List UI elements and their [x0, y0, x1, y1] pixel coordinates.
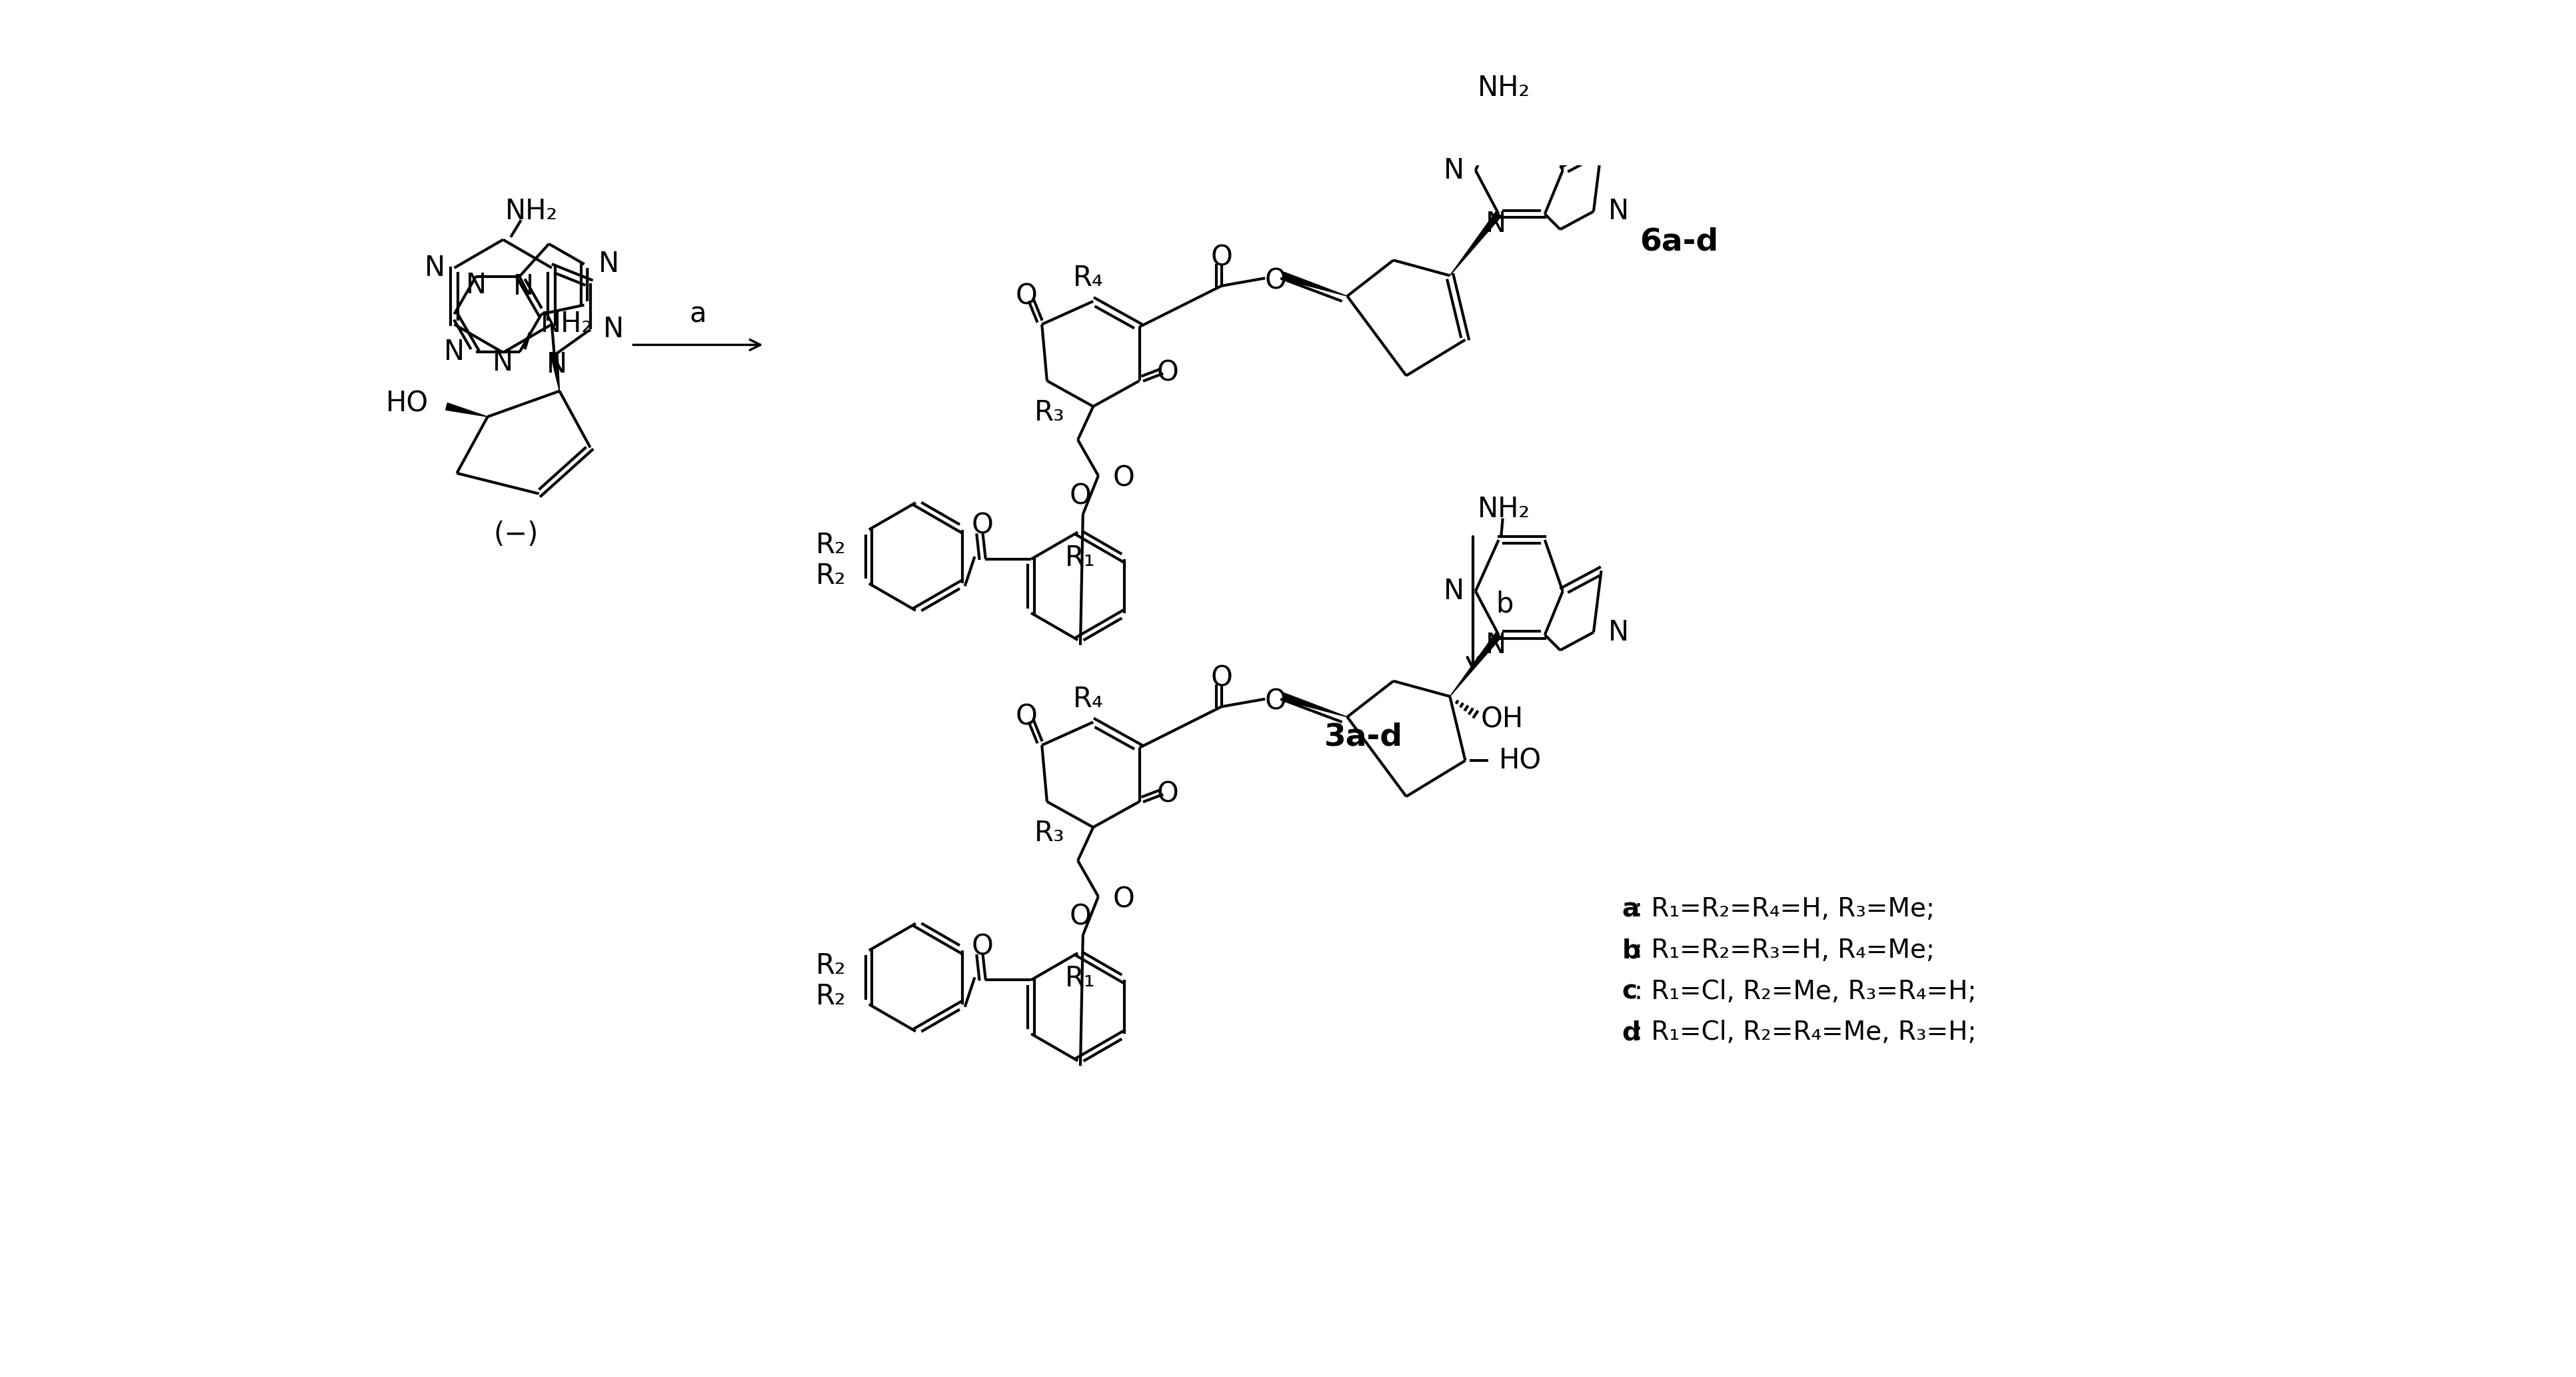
Text: N: N	[425, 253, 446, 282]
Polygon shape	[551, 355, 559, 391]
Polygon shape	[1450, 632, 1502, 697]
Text: N: N	[1607, 618, 1628, 646]
Text: O: O	[1069, 482, 1092, 511]
Text: R₁: R₁	[1064, 544, 1095, 571]
Text: NH₂: NH₂	[1476, 496, 1530, 523]
Text: : R₁=R₂=R₄=H, R₃=Me;: : R₁=R₂=R₄=H, R₃=Me;	[1633, 896, 1935, 923]
Polygon shape	[1283, 693, 1347, 717]
Text: N: N	[598, 251, 618, 278]
Text: NH₂: NH₂	[1476, 74, 1530, 102]
Text: O: O	[1157, 779, 1177, 808]
Text: O: O	[1113, 464, 1133, 493]
Text: OH: OH	[1481, 705, 1522, 734]
Text: O: O	[1211, 244, 1231, 271]
Text: b: b	[1620, 938, 1641, 963]
Text: N: N	[1443, 577, 1463, 606]
Text: O: O	[1157, 359, 1177, 387]
Text: (−): (−)	[492, 521, 538, 549]
Text: R₁: R₁	[1064, 965, 1095, 993]
Text: c: c	[1620, 979, 1636, 1004]
Text: O: O	[1015, 282, 1038, 310]
Text: : R₁=Cl, R₂=Me, R₃=R₄=H;: : R₁=Cl, R₂=Me, R₃=R₄=H;	[1633, 979, 1976, 1004]
Text: O: O	[1015, 702, 1038, 731]
Polygon shape	[1283, 273, 1347, 296]
Text: R₂: R₂	[814, 562, 845, 589]
Text: a: a	[690, 300, 706, 328]
Text: N: N	[1607, 197, 1628, 226]
Text: R₃: R₃	[1036, 398, 1064, 427]
Text: N: N	[1443, 157, 1463, 185]
Text: : R₁=Cl, R₂=R₄=Me, R₃=H;: : R₁=Cl, R₂=R₄=Me, R₃=H;	[1633, 1020, 1976, 1045]
Text: O: O	[971, 512, 994, 540]
Text: N: N	[513, 273, 533, 300]
Text: N: N	[443, 337, 464, 366]
Text: N: N	[1486, 211, 1507, 238]
Text: O: O	[1069, 903, 1092, 931]
Text: R₃: R₃	[1036, 819, 1064, 847]
Text: N: N	[466, 271, 487, 300]
Text: 6a-d: 6a-d	[1638, 227, 1718, 257]
Text: NH₂: NH₂	[541, 310, 592, 337]
Text: NH₂: NH₂	[505, 197, 556, 226]
Text: N: N	[603, 315, 623, 343]
Text: b: b	[1497, 589, 1512, 618]
Text: O: O	[971, 932, 994, 961]
Text: O: O	[1113, 885, 1133, 913]
Text: d: d	[1620, 1020, 1641, 1045]
Text: R₂: R₂	[814, 952, 845, 980]
Text: R₄: R₄	[1072, 264, 1103, 292]
Polygon shape	[1450, 212, 1502, 275]
Text: O: O	[1211, 665, 1231, 693]
Text: N: N	[492, 348, 513, 377]
Text: a: a	[1620, 896, 1638, 923]
Text: HO: HO	[386, 390, 428, 417]
Text: : R₁=R₂=R₃=H, R₄=Me;: : R₁=R₂=R₃=H, R₄=Me;	[1633, 938, 1935, 963]
Text: N: N	[1486, 631, 1507, 660]
Text: HO: HO	[1499, 746, 1540, 774]
Text: R₂: R₂	[814, 532, 845, 559]
Text: R₄: R₄	[1072, 684, 1103, 713]
Text: 3a-d: 3a-d	[1324, 723, 1401, 752]
Polygon shape	[446, 403, 487, 417]
Text: O: O	[1265, 267, 1285, 295]
Text: R₂: R₂	[814, 983, 845, 1011]
Text: N: N	[546, 350, 567, 379]
Text: O: O	[1265, 687, 1285, 716]
